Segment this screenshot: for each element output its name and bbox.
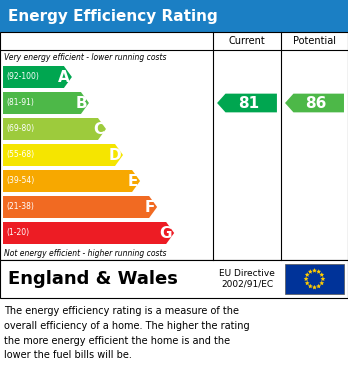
Text: Potential: Potential: [293, 36, 336, 46]
Text: Very energy efficient - lower running costs: Very energy efficient - lower running co…: [4, 52, 166, 61]
Polygon shape: [3, 170, 140, 192]
Polygon shape: [316, 269, 321, 274]
Text: 86: 86: [305, 95, 326, 111]
Text: G: G: [160, 226, 172, 240]
Polygon shape: [305, 281, 310, 285]
Text: (92-100): (92-100): [6, 72, 39, 81]
Polygon shape: [304, 276, 308, 281]
Polygon shape: [305, 272, 310, 277]
Polygon shape: [319, 272, 324, 277]
Polygon shape: [316, 284, 321, 288]
Polygon shape: [3, 118, 106, 140]
Polygon shape: [319, 281, 324, 285]
Polygon shape: [3, 66, 72, 88]
Text: (1-20): (1-20): [6, 228, 29, 237]
Text: (69-80): (69-80): [6, 124, 34, 133]
Text: Current: Current: [229, 36, 266, 46]
Bar: [0, 260, 348, 298]
Bar: [0, 32, 348, 260]
Polygon shape: [3, 92, 89, 114]
Polygon shape: [321, 276, 325, 281]
Polygon shape: [3, 196, 157, 218]
Text: (81-91): (81-91): [6, 99, 34, 108]
Polygon shape: [308, 269, 313, 274]
Text: C: C: [93, 122, 104, 136]
Polygon shape: [285, 93, 344, 112]
Polygon shape: [3, 222, 174, 244]
Polygon shape: [308, 284, 313, 288]
Bar: [0, 0, 348, 32]
Polygon shape: [217, 93, 277, 112]
Text: D: D: [108, 147, 121, 163]
Polygon shape: [312, 268, 317, 273]
Text: E: E: [128, 174, 138, 188]
Text: Not energy efficient - higher running costs: Not energy efficient - higher running co…: [4, 249, 166, 258]
Text: England & Wales: England & Wales: [8, 270, 178, 288]
Text: F: F: [145, 199, 155, 215]
Text: EU Directive
2002/91/EC: EU Directive 2002/91/EC: [219, 269, 275, 289]
Polygon shape: [3, 144, 123, 166]
Text: (21-38): (21-38): [6, 203, 34, 212]
Polygon shape: [312, 285, 317, 289]
Text: The energy efficiency rating is a measure of the
overall efficiency of a home. T: The energy efficiency rating is a measur…: [4, 306, 250, 361]
Bar: [285, 264, 344, 294]
Text: A: A: [58, 70, 70, 84]
Text: (55-68): (55-68): [6, 151, 34, 160]
Text: (39-54): (39-54): [6, 176, 34, 185]
Text: Energy Efficiency Rating: Energy Efficiency Rating: [8, 9, 218, 23]
Text: 81: 81: [238, 95, 259, 111]
Text: B: B: [75, 95, 87, 111]
